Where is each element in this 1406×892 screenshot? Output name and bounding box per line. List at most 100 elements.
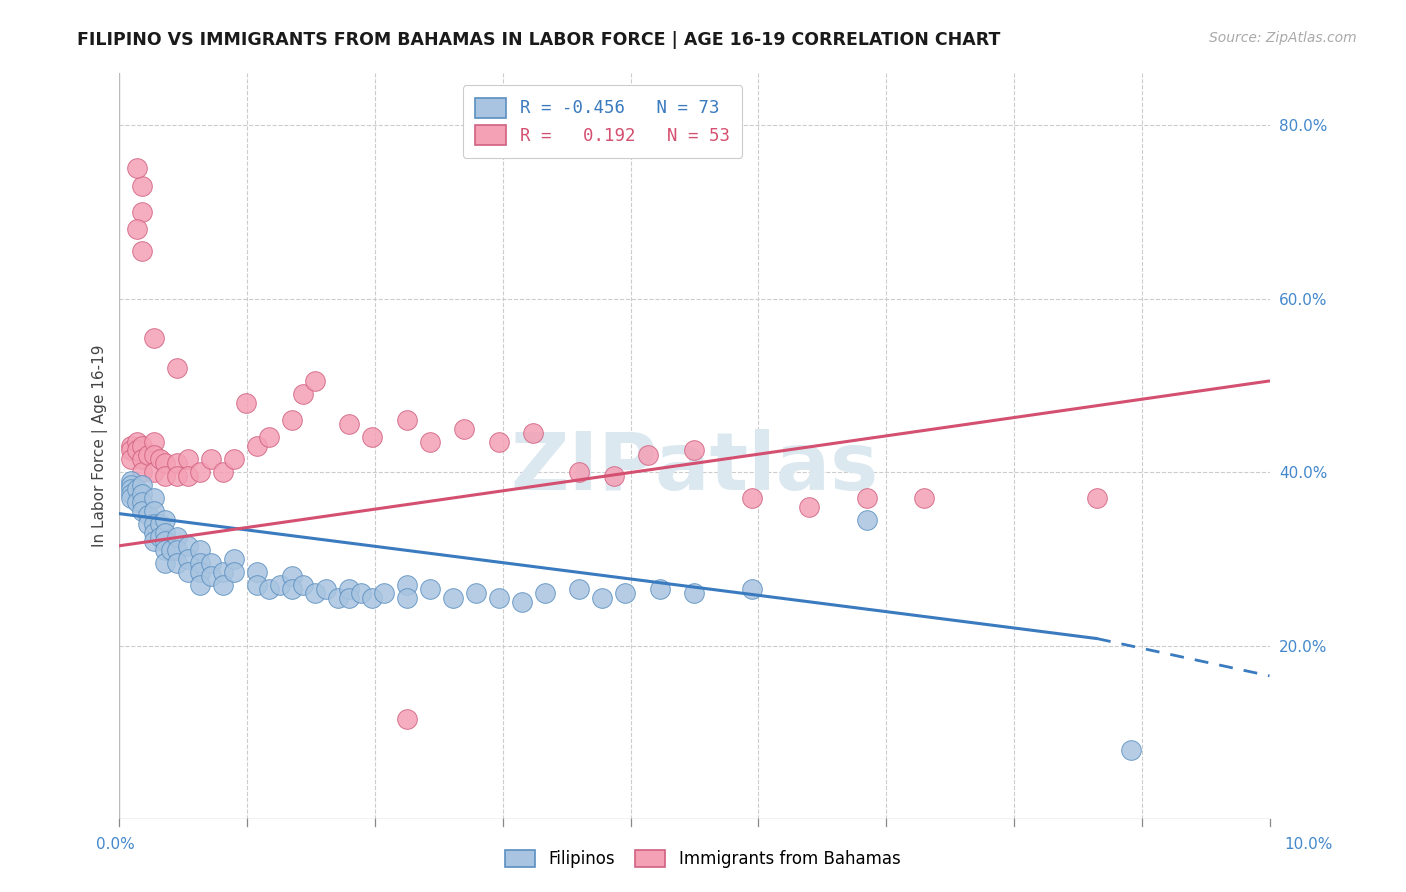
- Point: [361, 430, 384, 444]
- Point: [166, 469, 188, 483]
- Point: [395, 578, 418, 592]
- Point: [131, 504, 153, 518]
- Point: [142, 491, 165, 505]
- Point: [188, 556, 211, 570]
- Point: [155, 525, 177, 540]
- Point: [914, 491, 936, 505]
- Point: [591, 591, 613, 605]
- Point: [683, 586, 706, 600]
- Point: [603, 469, 626, 483]
- Point: [142, 534, 165, 549]
- Point: [136, 508, 159, 523]
- Point: [304, 374, 326, 388]
- Point: [149, 530, 172, 544]
- Point: [246, 439, 269, 453]
- Y-axis label: In Labor Force | Age 16-19: In Labor Force | Age 16-19: [93, 344, 108, 548]
- Point: [741, 582, 763, 596]
- Point: [188, 465, 211, 479]
- Point: [155, 513, 177, 527]
- Point: [534, 586, 557, 600]
- Point: [648, 582, 671, 596]
- Point: [522, 425, 544, 440]
- Point: [125, 483, 148, 497]
- Point: [395, 591, 418, 605]
- Point: [120, 452, 142, 467]
- Point: [488, 591, 510, 605]
- Point: [200, 556, 222, 570]
- Point: [235, 395, 257, 409]
- Point: [741, 491, 763, 505]
- Point: [155, 556, 177, 570]
- Point: [441, 591, 464, 605]
- Point: [257, 582, 280, 596]
- Point: [200, 452, 222, 467]
- Point: [568, 465, 591, 479]
- Point: [281, 413, 304, 427]
- Point: [166, 556, 188, 570]
- Point: [120, 443, 142, 458]
- Point: [120, 483, 142, 497]
- Point: [637, 448, 659, 462]
- Point: [395, 413, 418, 427]
- Point: [373, 586, 395, 600]
- Point: [246, 578, 269, 592]
- Point: [224, 452, 246, 467]
- Point: [149, 452, 172, 467]
- Point: [142, 504, 165, 518]
- Point: [188, 543, 211, 558]
- Point: [142, 330, 165, 344]
- Point: [281, 569, 304, 583]
- Point: [136, 448, 159, 462]
- Point: [315, 582, 337, 596]
- Point: [125, 495, 148, 509]
- Point: [339, 591, 361, 605]
- Point: [419, 582, 441, 596]
- Point: [224, 565, 246, 579]
- Point: [212, 578, 235, 592]
- Point: [281, 582, 304, 596]
- Text: 0.0%: 0.0%: [96, 838, 135, 852]
- Text: 10.0%: 10.0%: [1285, 838, 1333, 852]
- Point: [465, 586, 488, 600]
- Text: FILIPINO VS IMMIGRANTS FROM BAHAMAS IN LABOR FORCE | AGE 16-19 CORRELATION CHART: FILIPINO VS IMMIGRANTS FROM BAHAMAS IN L…: [77, 31, 1001, 49]
- Point: [142, 517, 165, 532]
- Point: [568, 582, 591, 596]
- Point: [246, 565, 269, 579]
- Point: [166, 360, 188, 375]
- Point: [200, 569, 222, 583]
- Point: [155, 469, 177, 483]
- Point: [136, 517, 159, 532]
- Point: [799, 500, 821, 514]
- Point: [177, 539, 200, 553]
- Point: [155, 534, 177, 549]
- Point: [257, 430, 280, 444]
- Point: [395, 712, 418, 726]
- Legend: Filipinos, Immigrants from Bahamas: Filipinos, Immigrants from Bahamas: [498, 842, 908, 877]
- Legend: R = -0.456   N = 73, R =   0.192   N = 53: R = -0.456 N = 73, R = 0.192 N = 53: [463, 86, 742, 158]
- Point: [131, 495, 153, 509]
- Point: [212, 565, 235, 579]
- Point: [453, 422, 475, 436]
- Point: [120, 474, 142, 488]
- Point: [166, 530, 188, 544]
- Point: [155, 456, 177, 470]
- Point: [131, 478, 153, 492]
- Point: [131, 465, 153, 479]
- Point: [188, 578, 211, 592]
- Point: [120, 478, 142, 492]
- Point: [177, 469, 200, 483]
- Point: [350, 586, 373, 600]
- Text: Source: ZipAtlas.com: Source: ZipAtlas.com: [1209, 31, 1357, 45]
- Point: [856, 513, 879, 527]
- Point: [177, 565, 200, 579]
- Point: [188, 565, 211, 579]
- Point: [1085, 491, 1108, 505]
- Point: [142, 465, 165, 479]
- Point: [856, 491, 879, 505]
- Point: [510, 595, 533, 609]
- Point: [125, 443, 148, 458]
- Point: [177, 452, 200, 467]
- Point: [614, 586, 637, 600]
- Point: [304, 586, 326, 600]
- Point: [177, 551, 200, 566]
